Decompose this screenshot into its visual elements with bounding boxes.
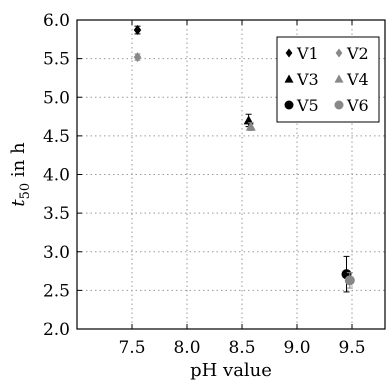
y-tick-label: 5.5 — [43, 50, 70, 70]
legend-label-v2: V2 — [346, 44, 369, 63]
legend-label-v3: V3 — [296, 70, 319, 89]
data-point-v6 — [344, 275, 355, 286]
y-tick-label: 5.0 — [43, 88, 70, 108]
y-tick-label: 6.0 — [43, 11, 70, 31]
plot-frame — [76, 19, 386, 330]
data-point-v1 — [133, 25, 142, 36]
y-axis-label-subscript: 50 — [18, 183, 33, 200]
y-tick-label: 2.5 — [43, 281, 70, 301]
legend-marker-v5 — [284, 100, 294, 110]
data-point-v4 — [245, 121, 256, 131]
legend: V1 V2 V3 V4 V5 V6 — [276, 36, 380, 123]
x-axis-label: pH value — [190, 360, 272, 381]
legend-label-v1: V1 — [296, 44, 319, 63]
legend-label-v4: V4 — [346, 70, 369, 89]
x-tick-label: 8.0 — [173, 338, 200, 358]
y-axis-label-unit: in h — [8, 142, 29, 183]
y-tick-label: 2.0 — [43, 320, 70, 340]
legend-marker-v3 — [284, 74, 294, 83]
legend-marker-v4 — [334, 74, 344, 83]
y-tick-label: 4.0 — [43, 166, 70, 186]
tick-labels: 7.5 8.0 8.5 9.0 9.5 2.0 2.5 3.0 3.5 4.0 4.5 5.0 5.5 6… — [43, 11, 366, 358]
y-axis-label: t50 in h — [8, 142, 33, 207]
x-tick-label: 8.5 — [228, 338, 255, 358]
legend-label-v6: V6 — [346, 96, 369, 115]
legend-label-v5: V5 — [296, 96, 319, 115]
legend-marker-v1 — [285, 48, 293, 58]
y-tick-label: 3.0 — [43, 243, 70, 263]
legend-box — [276, 36, 380, 123]
legend-marker-v2 — [335, 48, 343, 58]
data-points — [133, 25, 355, 293]
legend-marker-v6 — [334, 100, 344, 110]
x-tick-label: 9.0 — [283, 338, 310, 358]
x-tick-label: 7.5 — [118, 338, 145, 358]
y-tick-label: 3.5 — [43, 204, 70, 224]
y-axis-label-symbol: t — [8, 199, 29, 207]
x-tick-label: 9.5 — [338, 338, 365, 358]
y-tick-label: 4.5 — [43, 127, 70, 147]
data-point-v2 — [133, 52, 142, 63]
